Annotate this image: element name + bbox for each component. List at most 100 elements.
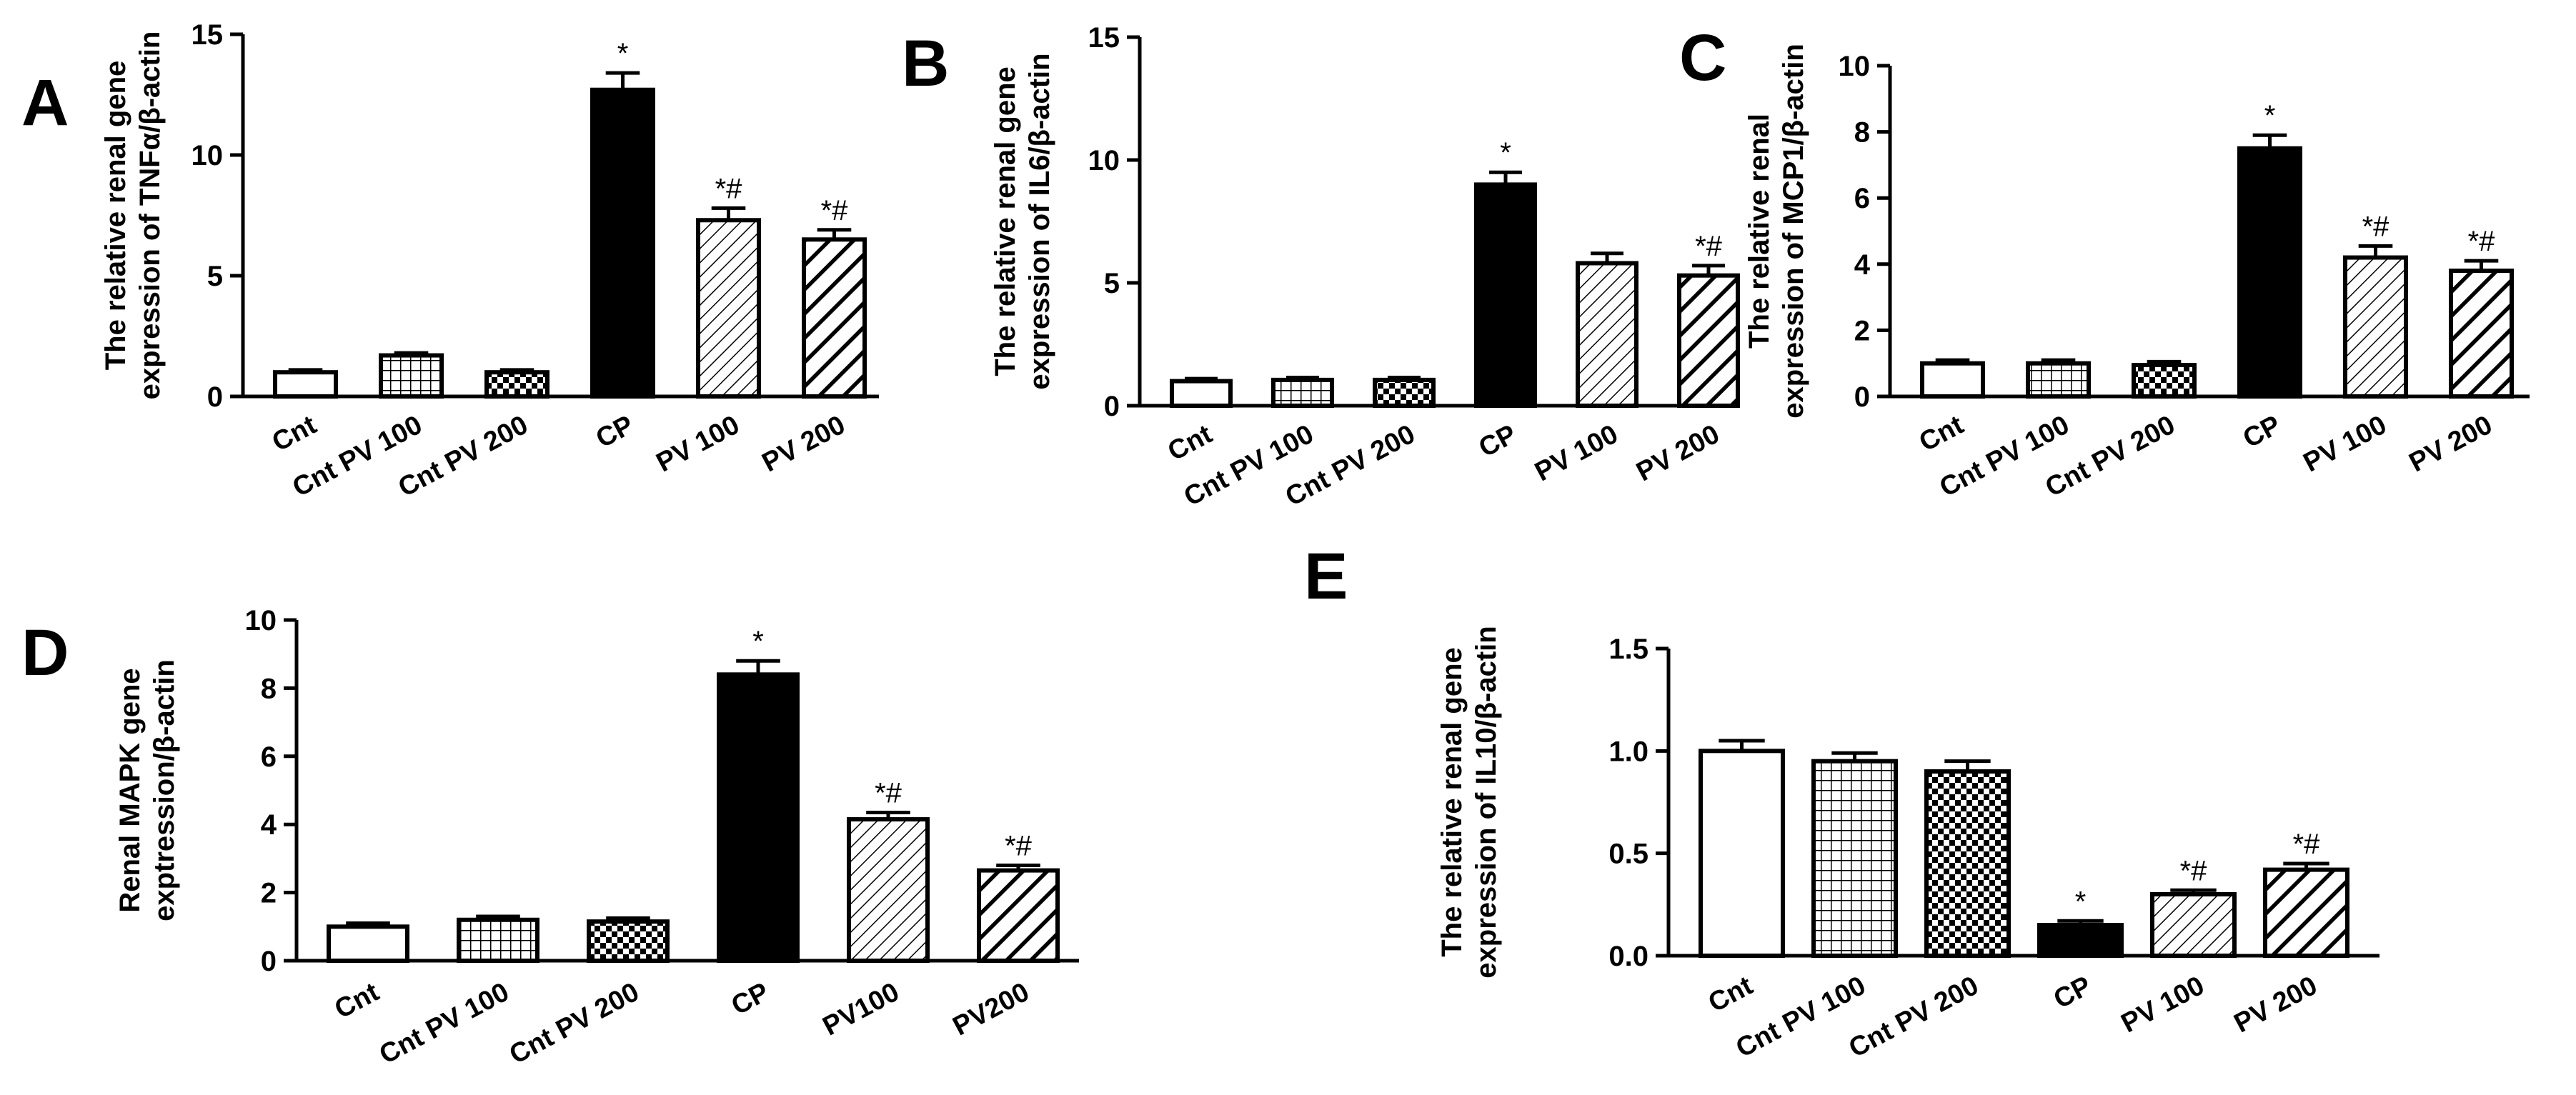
y-tick-label: 5: [1104, 268, 1120, 299]
bar-pv-200: [802, 237, 867, 399]
y-tick-label: 5: [207, 261, 223, 292]
y-tick-label: 0: [261, 946, 277, 977]
significance-label: *: [2075, 886, 2087, 917]
bar-cnt-pv-100: [2026, 361, 2091, 399]
panel-c: C The relative renal expression of MCP1/β-…: [1679, 21, 2530, 503]
bar-pv-100: [2343, 255, 2408, 399]
bar-cnt-pv-100: [379, 353, 444, 399]
significance-label: *#: [2362, 211, 2390, 242]
y-axis-label-line: The relative renal: [1744, 114, 1775, 349]
bar-cnt-pv-200: [587, 919, 670, 964]
y-axis-label-line: expression of IL6/β-actin: [1024, 53, 1055, 389]
panel-letter: A: [21, 66, 69, 139]
bar-cnt-pv-200: [2132, 363, 2197, 399]
bar-cnt-pv-200: [484, 370, 549, 399]
y-tick-label: 4: [261, 809, 277, 841]
y-tick-label: 10: [245, 605, 277, 636]
significance-label: *#: [875, 778, 902, 809]
y-axis-label: The relative renal expression of MCP1/β-a…: [1744, 44, 1809, 419]
x-tick-label: PV 100: [2299, 410, 2392, 479]
y-tick-label: 0.0: [1608, 941, 1648, 972]
y-axis-label-line: expression of TNFα/β-actin: [134, 31, 166, 400]
bar-pv-100: [1576, 261, 1638, 409]
significance-label: *: [752, 626, 764, 657]
bar-pv-200: [2449, 269, 2514, 399]
panel-letter: B: [902, 27, 949, 100]
panel-d: D Renal MAPK gene exptression/β-actin 0 2 4 6 8…: [21, 605, 1079, 1070]
bar-cp: [2037, 923, 2124, 958]
x-tick-label: CP: [727, 977, 774, 1021]
x-tick-label: PV 100: [652, 410, 745, 479]
panel-b: B The relative renal gene expression of IL…: [902, 22, 1740, 512]
x-tick-label: PV200: [948, 977, 1034, 1042]
x-tick-label: Cnt: [267, 410, 322, 458]
panel-e: E The relative renal gene expression of IL…: [1304, 540, 2379, 1064]
y-tick-label: 10: [1839, 51, 1871, 82]
y-axis-label-line: The relative renal gene: [990, 66, 1021, 376]
panel-letter: D: [21, 616, 69, 689]
significance-label: *: [2264, 100, 2276, 131]
x-tick-label: PV 100: [1530, 419, 1623, 488]
significance-label: *#: [2180, 855, 2208, 886]
y-tick-label: 4: [1854, 249, 1871, 281]
y-tick-label: 15: [192, 19, 224, 51]
y-axis-label: The relative renal gene expression of IL1…: [1436, 626, 1502, 978]
bar-cnt-pv-100: [1811, 759, 1898, 958]
y-axis-label-line: The relative renal gene: [1436, 647, 1468, 957]
y-tick-label: 0.5: [1608, 839, 1648, 870]
x-tick-label: Cnt PV 200: [504, 977, 644, 1070]
y-axis-label-line: expression of IL10/β-actin: [1471, 626, 1502, 978]
y-axis-label-line: The relative renal gene: [100, 61, 131, 371]
bar-cp: [2237, 146, 2302, 399]
x-tick-label: Cnt: [1163, 419, 1218, 467]
x-tick-label: CP: [2049, 971, 2096, 1015]
y-tick-label: 0: [1854, 381, 1870, 413]
panel-letter: C: [1679, 21, 1726, 94]
y-tick-label: 1.0: [1608, 736, 1648, 767]
x-tick-label: PV 200: [1631, 419, 1724, 488]
bar-cnt-pv-200: [1373, 377, 1436, 409]
x-tick-label: CP: [2238, 410, 2285, 454]
bar-pv-100: [696, 218, 761, 399]
bar-cnt: [1699, 749, 1785, 959]
bar-pv200: [977, 868, 1060, 963]
significance-label: *#: [1005, 830, 1033, 861]
bar-cp: [1474, 182, 1537, 408]
x-tick-label: Cnt: [1914, 410, 1969, 458]
y-tick-label: 6: [261, 741, 277, 773]
significance-label: *#: [715, 173, 743, 204]
y-tick-label: 2: [1854, 315, 1870, 346]
x-tick-label: PV 200: [757, 410, 850, 479]
y-axis-label-line: expression of MCP1/β-actin: [1778, 44, 1809, 419]
bar-cnt: [273, 370, 338, 399]
x-tick-label: PV 100: [2117, 971, 2209, 1039]
x-tick-label: PV 200: [2229, 971, 2322, 1039]
bar-pv100: [847, 817, 930, 964]
bar-pv-100: [2150, 892, 2237, 958]
x-tick-label: Cnt: [330, 977, 384, 1025]
y-tick-label: 8: [1854, 117, 1870, 149]
y-tick-label: 10: [1088, 145, 1120, 176]
significance-label: *: [1500, 137, 1511, 169]
y-axis-label-line: Renal MAPK gene: [114, 668, 146, 912]
significance-label: *#: [1695, 231, 1723, 262]
y-tick-label: 0: [207, 381, 223, 413]
y-axis-label: Renal MAPK gene exptression/β-actin: [114, 659, 180, 921]
y-tick-label: 0: [1104, 391, 1120, 422]
y-axis-label: The relative renal gene expression of IL6…: [990, 53, 1055, 389]
bar-cp: [717, 672, 800, 963]
y-tick-label: 8: [261, 673, 277, 704]
bar-cnt-pv-100: [457, 917, 539, 964]
significance-label: *#: [2468, 226, 2496, 257]
bar-cnt: [1920, 361, 1985, 399]
y-axis-label: The relative renal gene expression of TNF…: [100, 31, 166, 400]
bar-cp: [590, 87, 655, 399]
panel-a: A The relative renal gene expression of TN…: [21, 19, 879, 503]
x-tick-label: Cnt: [1704, 971, 1758, 1019]
bar-pv-200: [1677, 273, 1740, 408]
y-tick-label: 1.5: [1608, 634, 1648, 665]
x-tick-label: PV 200: [2405, 410, 2497, 479]
bar-pv-200: [2263, 867, 2349, 958]
x-tick-label: PV100: [818, 977, 904, 1042]
